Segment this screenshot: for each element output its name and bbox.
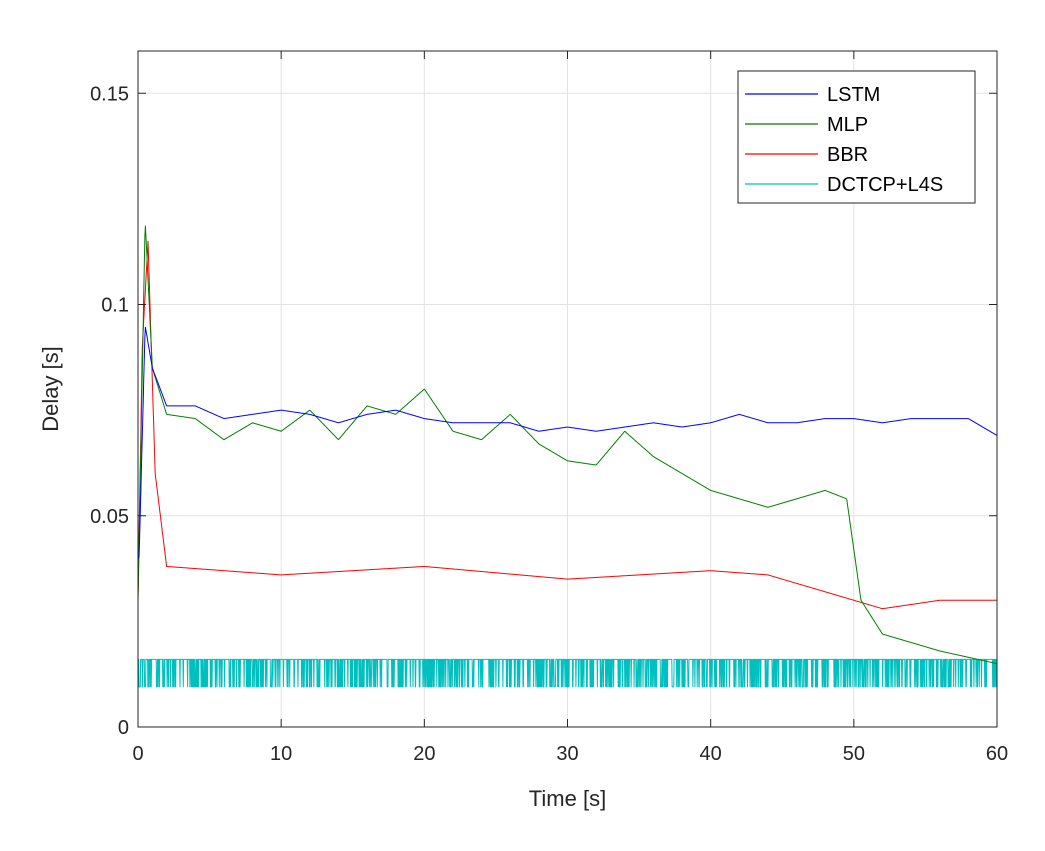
- legend-label-bbr: BBR: [827, 144, 868, 166]
- axis-ticks: 0 10 20 30 40 50 60 0 0.05 0.1 0.15: [90, 51, 1008, 765]
- legend-label-mlp: MLP: [827, 114, 868, 136]
- series-line-dctcp-l4s: [137, 658, 998, 688]
- legend-label-lstm: LSTM: [827, 84, 880, 106]
- y-tick-label-2: 0.1: [101, 295, 129, 317]
- series-line-mlp: [137, 225, 998, 665]
- y-axis-title: Delay [s]: [38, 346, 63, 432]
- x-axis-title: Time [s]: [529, 786, 606, 811]
- series-line-bbr: [137, 240, 998, 610]
- x-tick-label-6: 60: [986, 743, 1008, 765]
- x-tick-label-4: 40: [700, 743, 722, 765]
- y-tick-label-0: 0: [118, 717, 129, 739]
- x-tick-label-1: 10: [270, 743, 292, 765]
- x-tick-label-5: 50: [843, 743, 865, 765]
- legend-box: [737, 70, 976, 204]
- y-tick-label-3: 0.15: [90, 83, 129, 105]
- legend-label-dctcp-l4s: DCTCP+L4S: [827, 174, 943, 196]
- x-tick-label-2: 20: [413, 743, 435, 765]
- series-line-lstm: [138, 326, 998, 559]
- x-tick-label-0: 0: [132, 743, 143, 765]
- series-layer: [137, 225, 998, 688]
- y-tick-label-1: 0.05: [90, 506, 129, 528]
- legend: LSTM MLP BBR DCTCP+L4S: [737, 70, 976, 204]
- x-tick-label-3: 30: [556, 743, 578, 765]
